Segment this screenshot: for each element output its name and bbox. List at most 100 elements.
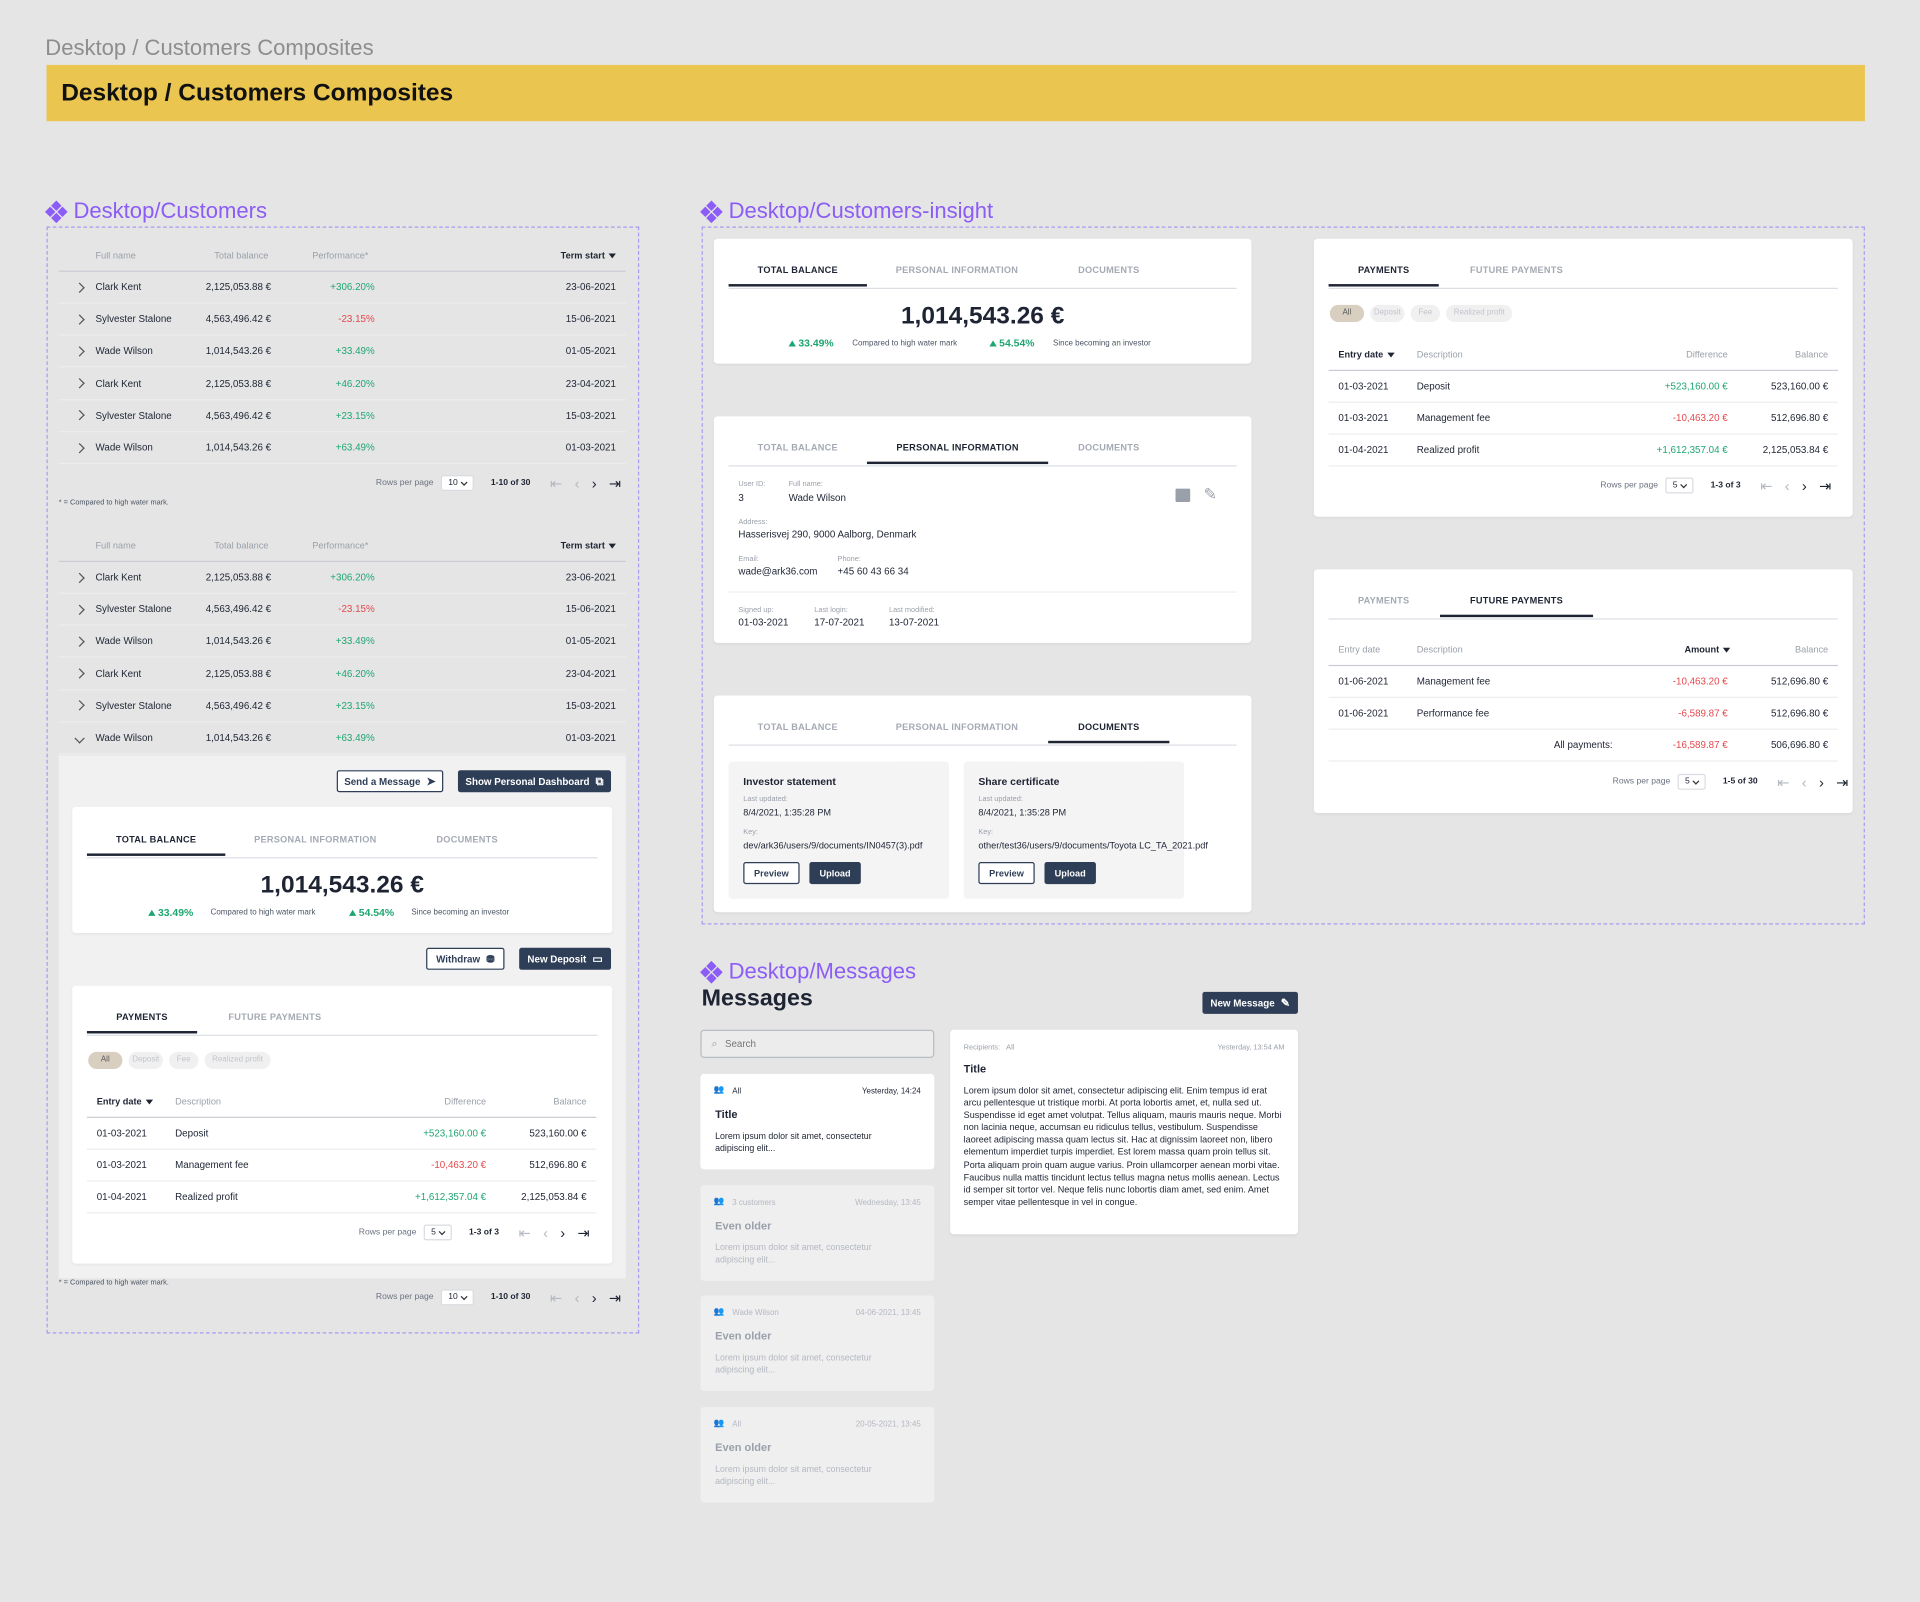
tab-personal-information[interactable]: PERSONAL INFORMATION [895, 721, 1019, 733]
chevron-right-icon[interactable] [74, 668, 85, 679]
last-page-icon[interactable]: ⇥ [1819, 476, 1832, 495]
header-balance[interactable]: Balance [1794, 644, 1829, 656]
header-entry-date[interactable]: Entry date [97, 1096, 153, 1107]
first-page-icon[interactable]: ⇤ [550, 474, 563, 492]
filter-chip[interactable]: Realized profit [204, 1051, 271, 1069]
chevron-right-icon[interactable] [74, 281, 85, 293]
filter-chip[interactable]: All [88, 1051, 123, 1069]
header-full-name[interactable]: Full name [95, 249, 136, 261]
first-page-icon[interactable]: ⇤ [550, 1288, 563, 1306]
header-description[interactable]: Description [1416, 348, 1463, 361]
next-page-icon[interactable]: › [591, 1288, 597, 1306]
tab-total-balance[interactable]: TOTAL BALANCE [757, 442, 838, 454]
header-entry-date[interactable]: Entry date [1338, 349, 1395, 360]
next-page-icon[interactable]: › [1801, 476, 1807, 495]
new-message-button[interactable]: New Message ✎ [1202, 991, 1298, 1014]
table-row[interactable]: Wade Wilson 1,014,543.26 € +63.49% 01-03-20… [58, 432, 626, 465]
chevron-right-icon[interactable] [74, 378, 85, 389]
archive-icon[interactable] [1175, 488, 1191, 503]
tab-future-payments[interactable]: FUTURE PAYMENTS [1470, 264, 1564, 276]
search-input[interactable] [724, 1038, 909, 1050]
first-page-icon[interactable]: ⇤ [518, 1223, 531, 1242]
upload-button[interactable]: Upload [809, 862, 861, 885]
search-box[interactable]: ⌕ [700, 1029, 935, 1058]
rows-per-page-select[interactable]: 5 [423, 1224, 452, 1241]
message-list-item[interactable]: 👥 3 customers Wednesday, 13:45 Even older Lo… [700, 1184, 935, 1281]
header-difference[interactable]: Difference [1686, 348, 1728, 361]
prev-page-icon[interactable]: ‹ [574, 474, 580, 492]
filter-chip[interactable]: Deposit [1370, 304, 1405, 323]
prev-page-icon[interactable]: ‹ [543, 1223, 549, 1242]
header-description[interactable]: Description [1416, 644, 1463, 656]
message-list-item[interactable]: 👥 Wade Wilson 04-06-2021, 13:45 Even older L… [700, 1295, 935, 1392]
header-full-name[interactable]: Full name [95, 540, 136, 552]
message-list-item[interactable]: 👥 All Yesterday, 14:24 Title Lorem ipsum dol… [700, 1073, 935, 1170]
header-amount[interactable]: Amount [1684, 644, 1731, 655]
show-dashboard-button[interactable]: Show Personal Dashboard ⧉ [457, 770, 612, 793]
header-performance[interactable]: Performance* [312, 249, 369, 261]
prev-page-icon[interactable]: ‹ [1784, 476, 1790, 495]
next-page-icon[interactable]: › [591, 474, 597, 492]
filter-chip[interactable]: Fee [1410, 304, 1441, 323]
header-entry-date[interactable]: Entry date [1338, 644, 1381, 656]
chevron-right-icon[interactable] [74, 442, 85, 453]
rows-per-page-select[interactable]: 5 [1665, 477, 1694, 494]
header-balance[interactable]: Balance [1794, 348, 1829, 361]
chevron-right-icon[interactable] [74, 700, 85, 711]
tab-personal-information[interactable]: PERSONAL INFORMATION [866, 432, 1049, 465]
chevron-right-icon[interactable] [74, 572, 85, 583]
header-term-start[interactable]: Term start [561, 250, 616, 261]
table-row[interactable]: Wade Wilson 1,014,543.26 € +33.49% 01-05-20… [58, 626, 626, 659]
tab-payments[interactable]: PAYMENTS [1357, 595, 1410, 607]
table-row[interactable]: Clark Kent 2,125,053.88 € +306.20% 23-06-20… [58, 562, 626, 594]
send-message-button[interactable]: Send a Message ➤ [336, 770, 444, 793]
tab-future-payments[interactable]: FUTURE PAYMENTS [228, 1011, 322, 1023]
chevron-right-icon[interactable] [74, 346, 85, 357]
last-page-icon[interactable]: ⇥ [608, 474, 622, 492]
table-row[interactable]: Clark Kent 2,125,053.88 € +306.20% 23-06-20… [58, 272, 626, 304]
table-row[interactable]: Sylvester Stalone 4,563,496.42 € -23.15% 15… [58, 594, 626, 626]
rows-per-page-select[interactable]: 5 [1677, 773, 1706, 790]
tab-payments[interactable]: PAYMENTS [86, 1002, 198, 1034]
message-list-item[interactable]: 👥 All 20-05-2021, 13:45 Even older Lorem ips… [700, 1407, 935, 1503]
filter-chip[interactable]: Realized profit [1446, 304, 1513, 323]
next-page-icon[interactable]: › [1818, 773, 1824, 791]
tab-total-balance[interactable]: TOTAL BALANCE [757, 721, 838, 733]
tab-future-payments[interactable]: FUTURE PAYMENTS [1440, 585, 1594, 618]
chevron-right-icon[interactable] [74, 604, 85, 615]
first-page-icon[interactable]: ⇤ [1777, 773, 1790, 791]
table-row[interactable]: Sylvester Stalone 4,563,496.42 € +23.15% 15… [58, 400, 626, 432]
tab-documents[interactable]: DOCUMENTS [1048, 711, 1170, 744]
chevron-right-icon[interactable] [74, 410, 85, 421]
tab-documents[interactable]: DOCUMENTS [1078, 442, 1140, 454]
header-term-start[interactable]: Term start [561, 540, 616, 551]
prev-page-icon[interactable]: ‹ [1801, 773, 1807, 791]
chevron-right-icon[interactable] [74, 314, 85, 325]
tab-payments[interactable]: PAYMENTS [1328, 255, 1439, 287]
last-page-icon[interactable]: ⇥ [577, 1223, 590, 1242]
filter-chip[interactable]: Fee [168, 1051, 199, 1069]
withdraw-button[interactable]: Withdraw ⛃ [426, 947, 505, 970]
chevron-right-icon[interactable] [74, 636, 85, 647]
header-performance[interactable]: Performance* [312, 540, 369, 552]
tab-personal-information[interactable]: PERSONAL INFORMATION [895, 264, 1019, 276]
header-balance[interactable]: Balance [553, 1095, 587, 1107]
tab-total-balance[interactable]: TOTAL BALANCE [728, 255, 867, 287]
table-row[interactable]: Wade Wilson 1,014,543.26 € +33.49% 01-05-20… [58, 336, 626, 368]
tab-personal-information[interactable]: PERSONAL INFORMATION [254, 833, 377, 845]
tab-documents[interactable]: DOCUMENTS [436, 833, 498, 845]
preview-button[interactable]: Preview [743, 862, 800, 885]
rows-per-page-select[interactable]: 10 [440, 1289, 474, 1306]
header-difference[interactable]: Difference [444, 1095, 487, 1107]
rows-per-page-select[interactable]: 10 [440, 475, 474, 492]
table-row[interactable]: Sylvester Stalone 4,563,496.42 € -23.15% 15… [58, 304, 626, 336]
filter-chip[interactable]: All [1329, 304, 1365, 323]
last-page-icon[interactable]: ⇥ [1836, 773, 1849, 791]
filter-chip[interactable]: Deposit [128, 1051, 163, 1069]
upload-button[interactable]: Upload [1044, 862, 1096, 885]
header-total-balance[interactable]: Total balance [214, 249, 269, 261]
table-row[interactable]: Clark Kent 2,125,053.88 € +46.20% 23-04-202… [58, 658, 626, 691]
preview-button[interactable]: Preview [978, 862, 1035, 885]
chevron-down-icon[interactable] [74, 732, 85, 743]
header-description[interactable]: Description [175, 1095, 222, 1107]
